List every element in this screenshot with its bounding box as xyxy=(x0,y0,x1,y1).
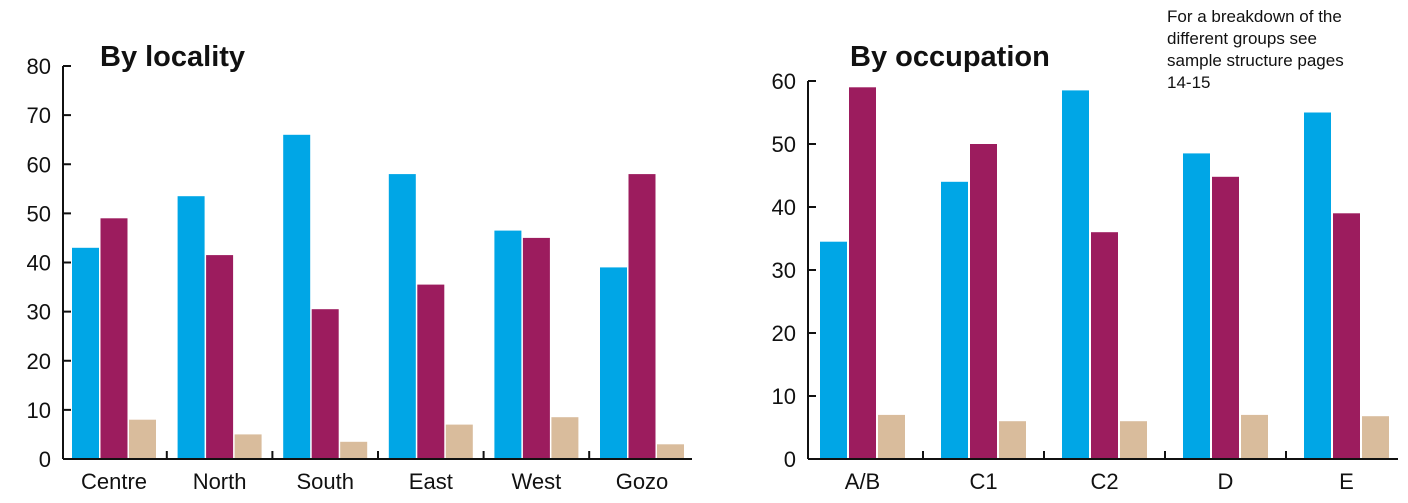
occupation-bar-d-series-1 xyxy=(1183,153,1210,459)
occupation-y-tick-label: 10 xyxy=(772,384,796,409)
occupation-bar-c2-series-1 xyxy=(1062,90,1089,460)
occupation-bar-ab-series-3 xyxy=(878,414,905,459)
locality-bar-north-series-2 xyxy=(206,255,234,459)
locality-y-tick-label: 30 xyxy=(27,300,51,325)
locality-x-tick-label: Centre xyxy=(81,469,147,494)
occupation-bar-d-series-2 xyxy=(1212,176,1239,460)
occupation-bar-e-series-1 xyxy=(1304,112,1331,459)
locality-x-tick-label: East xyxy=(409,469,453,494)
occupation-bar-c2-series-3 xyxy=(1120,421,1147,459)
note-line-4: 14-15 xyxy=(1167,73,1210,92)
occupation-bar-c1-series-1 xyxy=(941,181,968,460)
occupation-x-tick-label: A/B xyxy=(845,469,880,494)
occupation-bar-ab-series-1 xyxy=(820,241,847,459)
occupation-x-tick-label: C1 xyxy=(969,469,997,494)
locality-chart-title: By locality xyxy=(100,41,245,73)
locality-bar-gozo-series-3 xyxy=(657,444,684,459)
locality-bar-east-series-2 xyxy=(417,284,445,459)
occupation-bar-c1-series-3 xyxy=(999,421,1026,459)
locality-bar-east-series-1 xyxy=(388,174,416,459)
locality-bar-south-series-3 xyxy=(340,441,368,459)
occupation-bar-d-series-3 xyxy=(1241,414,1268,459)
locality-bar-west-series-2 xyxy=(522,237,550,459)
locality-x-tick-label: South xyxy=(296,469,354,494)
locality-bar-west-series-1 xyxy=(494,230,522,459)
locality-bar-south-series-2 xyxy=(311,309,339,459)
locality-bar-centre-series-3 xyxy=(129,419,156,459)
locality-x-tick-label: North xyxy=(193,469,247,494)
locality-bar-gozo-series-2 xyxy=(628,174,656,459)
locality-y-tick-label: 50 xyxy=(27,201,51,226)
locality-y-tick-label: 20 xyxy=(27,349,51,374)
locality-bar-south-series-1 xyxy=(283,134,311,460)
occupation-chart: By occupation 0 10 20 30 40 50 60 A/B C1 C2 D E xyxy=(772,41,1398,494)
occupation-y-tick-label: 50 xyxy=(772,132,796,157)
occupation-bar-ab-series-2 xyxy=(849,87,876,460)
locality-y-tick-label: 40 xyxy=(27,251,51,276)
note-line-1: For a breakdown of the xyxy=(1167,7,1342,26)
occupation-y-tick-label: 40 xyxy=(772,195,796,220)
occupation-y-tick-label: 30 xyxy=(772,258,796,283)
locality-chart: By locality 0 10 20 30 40 50 60 70 80 Centre North… xyxy=(27,41,692,494)
locality-bar-west-series-3 xyxy=(551,417,579,459)
occupation-bar-e-series-2 xyxy=(1333,213,1360,459)
occupation-bar-c2-series-2 xyxy=(1091,232,1118,459)
occupation-bar-e-series-3 xyxy=(1362,416,1389,459)
locality-y-tick-label: 60 xyxy=(27,152,51,177)
locality-x-tick-label: Gozo xyxy=(616,469,669,494)
occupation-x-tick-label: D xyxy=(1218,469,1234,494)
locality-bar-north-series-1 xyxy=(177,196,205,459)
locality-bar-centre-series-1 xyxy=(72,247,99,459)
locality-bar-east-series-3 xyxy=(445,424,473,459)
locality-y-tick-label: 70 xyxy=(27,103,51,128)
note-line-3: sample structure pages xyxy=(1167,51,1344,70)
locality-x-tick-label: West xyxy=(512,469,562,494)
locality-y-tick-label: 0 xyxy=(39,447,51,472)
note-line-2: different groups see xyxy=(1167,29,1317,48)
occupation-y-tick-label: 0 xyxy=(784,447,796,472)
locality-y-tick-label: 10 xyxy=(27,398,51,423)
occupation-chart-title: By occupation xyxy=(850,41,1050,73)
occupation-y-tick-label: 60 xyxy=(772,69,796,94)
locality-y-tick-label: 80 xyxy=(27,54,51,79)
occupation-x-tick-label: E xyxy=(1339,469,1354,494)
locality-bar-centre-series-2 xyxy=(100,218,128,459)
occupation-bar-c1-series-2 xyxy=(970,144,997,459)
breakdown-note: For a breakdown of the different groups … xyxy=(1167,7,1344,92)
occupation-y-tick-label: 20 xyxy=(772,321,796,346)
locality-bar-gozo-series-1 xyxy=(600,267,627,459)
locality-bar-north-series-3 xyxy=(234,434,262,459)
occupation-x-tick-label: C2 xyxy=(1090,469,1118,494)
